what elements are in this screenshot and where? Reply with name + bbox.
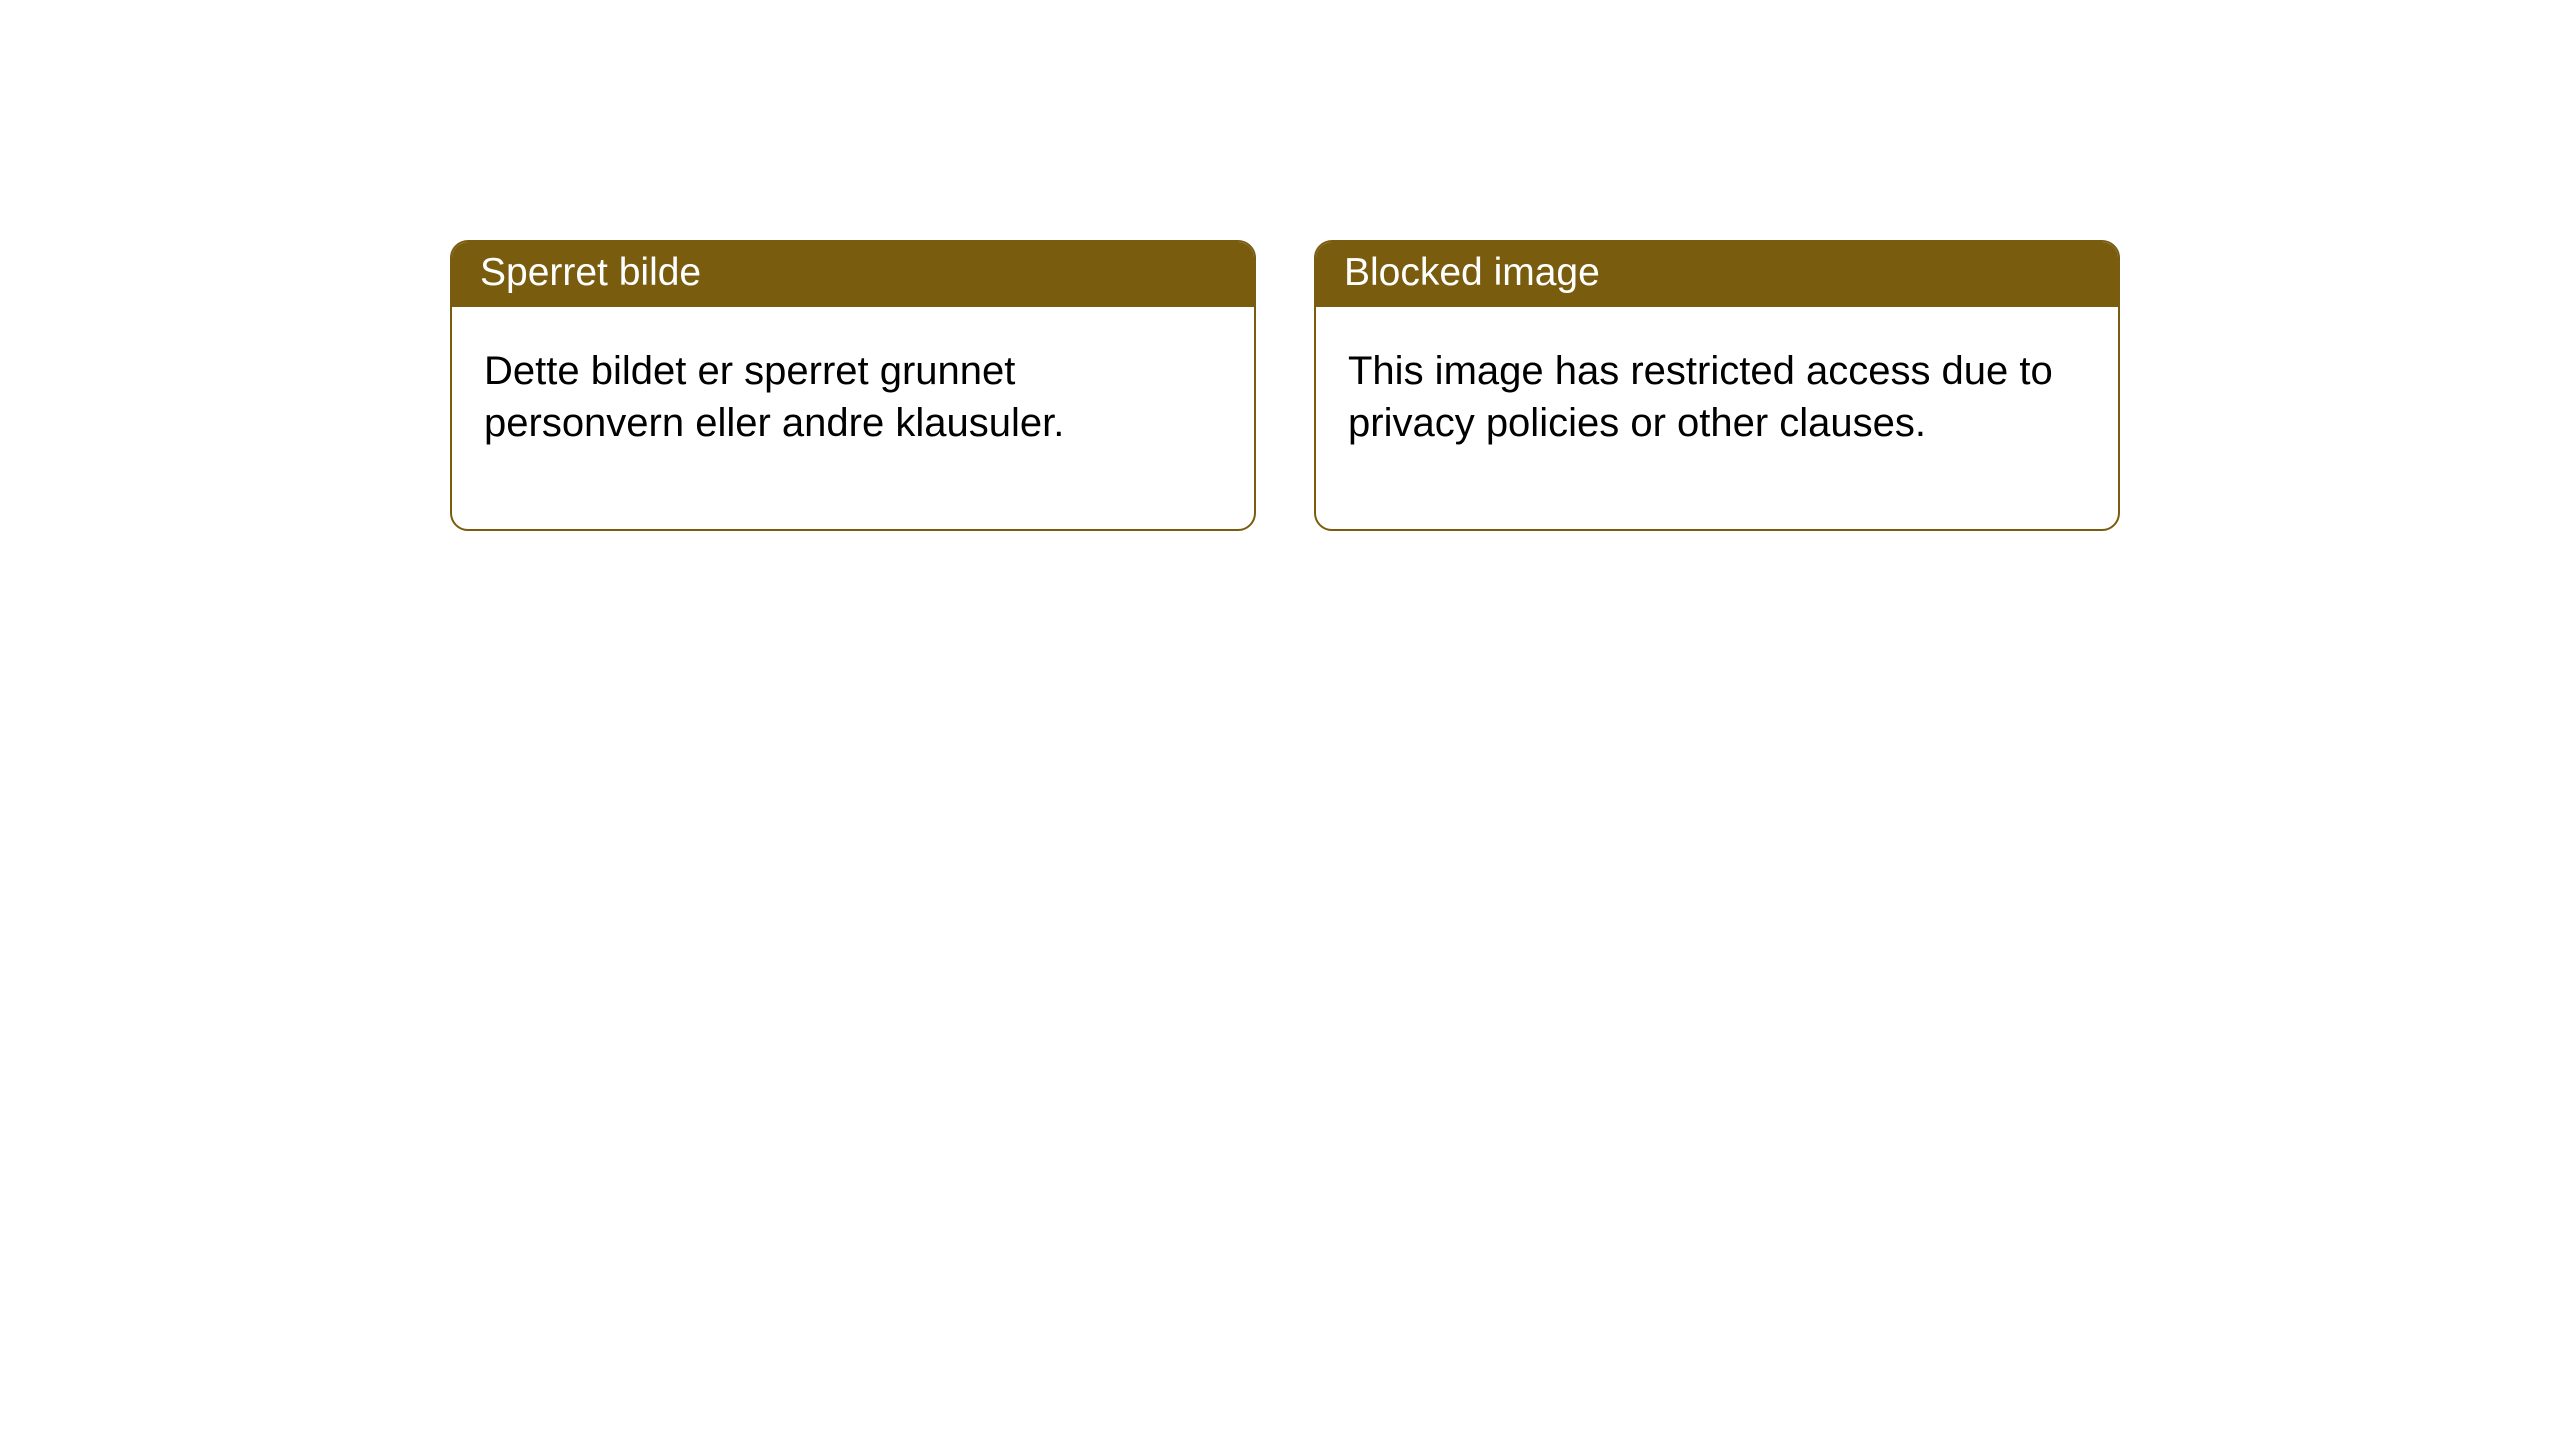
notice-title: Blocked image [1344, 251, 1600, 294]
notice-header: Sperret bilde [452, 242, 1254, 307]
notice-body: Dette bildet er sperret grunnet personve… [452, 307, 1254, 529]
notice-header: Blocked image [1316, 242, 2118, 307]
notice-box-english: Blocked image This image has restricted … [1314, 240, 2120, 531]
notice-body-text: This image has restricted access due to … [1348, 349, 2053, 445]
notice-body: This image has restricted access due to … [1316, 307, 2118, 529]
notice-body-text: Dette bildet er sperret grunnet personve… [484, 349, 1064, 445]
notice-title: Sperret bilde [480, 251, 701, 294]
notice-container: Sperret bilde Dette bildet er sperret gr… [0, 0, 2560, 531]
notice-box-norwegian: Sperret bilde Dette bildet er sperret gr… [450, 240, 1256, 531]
